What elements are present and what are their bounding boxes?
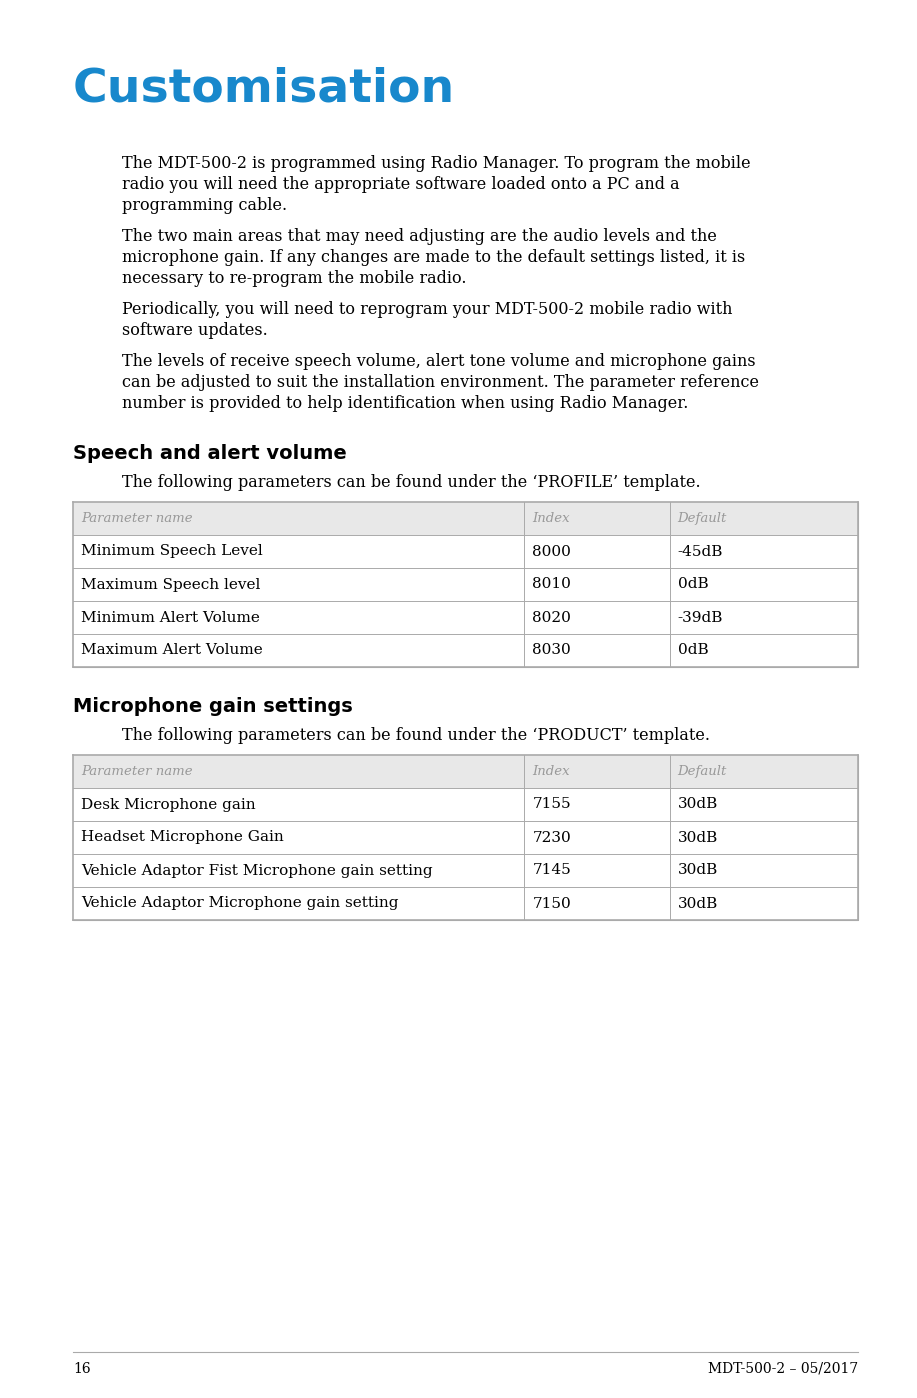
Text: Maximum Speech level: Maximum Speech level (81, 577, 260, 591)
Bar (73, 502, 858, 535)
Text: 8030: 8030 (533, 643, 571, 657)
Bar (73, 755, 858, 920)
Text: Headset Microphone Gain: Headset Microphone Gain (81, 830, 283, 844)
Text: 7145: 7145 (533, 864, 571, 878)
Text: 8000: 8000 (533, 544, 571, 558)
Text: Vehicle Adaptor Fist Microphone gain setting: Vehicle Adaptor Fist Microphone gain set… (81, 864, 433, 878)
Text: 0dB: 0dB (678, 643, 708, 657)
Text: microphone gain. If any changes are made to the default settings listed, it is: microphone gain. If any changes are made… (122, 249, 746, 266)
Text: 16: 16 (73, 1362, 91, 1376)
Text: Speech and alert volume: Speech and alert volume (73, 445, 347, 463)
Text: Default: Default (678, 512, 727, 526)
Text: Maximum Alert Volume: Maximum Alert Volume (81, 643, 263, 657)
Bar (73, 788, 858, 821)
Text: 8010: 8010 (533, 577, 571, 591)
Text: Vehicle Adaptor Microphone gain setting: Vehicle Adaptor Microphone gain setting (81, 896, 399, 910)
Text: 0dB: 0dB (678, 577, 708, 591)
Bar (73, 755, 858, 788)
Text: Parameter name: Parameter name (81, 765, 193, 779)
Text: 30dB: 30dB (678, 830, 718, 844)
Text: Desk Microphone gain: Desk Microphone gain (81, 797, 256, 811)
Text: -39dB: -39dB (678, 611, 723, 625)
Text: The two main areas that may need adjusting are the audio levels and the: The two main areas that may need adjusti… (122, 228, 717, 245)
Bar (73, 886, 858, 920)
Text: MDT-500-2 – 05/2017: MDT-500-2 – 05/2017 (708, 1362, 858, 1376)
Text: 30dB: 30dB (678, 896, 718, 910)
Bar (73, 635, 858, 667)
Text: 7155: 7155 (533, 797, 571, 811)
Text: 7150: 7150 (533, 896, 571, 910)
Text: necessary to re-program the mobile radio.: necessary to re-program the mobile radio… (122, 270, 467, 287)
Text: 30dB: 30dB (678, 797, 718, 811)
Text: Default: Default (678, 765, 727, 779)
Text: Index: Index (533, 512, 570, 526)
Text: radio you will need the appropriate software loaded onto a PC and a: radio you will need the appropriate soft… (122, 176, 679, 193)
Text: The levels of receive speech volume, alert tone volume and microphone gains: The levels of receive speech volume, ale… (122, 354, 756, 370)
Text: 7230: 7230 (533, 830, 571, 844)
Text: number is provided to help identification when using Radio Manager.: number is provided to help identificatio… (122, 396, 689, 412)
Bar (73, 568, 858, 601)
Text: software updates.: software updates. (122, 322, 268, 338)
Text: Index: Index (533, 765, 570, 779)
Text: can be adjusted to suit the installation environment. The parameter reference: can be adjusted to suit the installation… (122, 375, 759, 391)
Text: The following parameters can be found under the ‘PRODUCT’ template.: The following parameters can be found un… (122, 727, 710, 744)
Text: 8020: 8020 (533, 611, 571, 625)
Text: The following parameters can be found under the ‘PROFILE’ template.: The following parameters can be found un… (122, 474, 701, 491)
Bar (73, 821, 858, 854)
Bar (73, 854, 858, 886)
Text: Parameter name: Parameter name (81, 512, 193, 526)
Text: Microphone gain settings: Microphone gain settings (73, 698, 353, 716)
Text: 30dB: 30dB (678, 864, 718, 878)
Bar (73, 601, 858, 635)
Text: Periodically, you will need to reprogram your MDT-500-2 mobile radio with: Periodically, you will need to reprogram… (122, 301, 733, 317)
Text: Minimum Alert Volume: Minimum Alert Volume (81, 611, 260, 625)
Text: Customisation: Customisation (73, 67, 455, 112)
Bar (73, 535, 858, 568)
Text: programming cable.: programming cable. (122, 197, 287, 214)
Bar (73, 502, 858, 667)
Text: -45dB: -45dB (678, 544, 723, 558)
Text: Minimum Speech Level: Minimum Speech Level (81, 544, 263, 558)
Text: The MDT-500-2 is programmed using Radio Manager. To program the mobile: The MDT-500-2 is programmed using Radio … (122, 155, 751, 172)
